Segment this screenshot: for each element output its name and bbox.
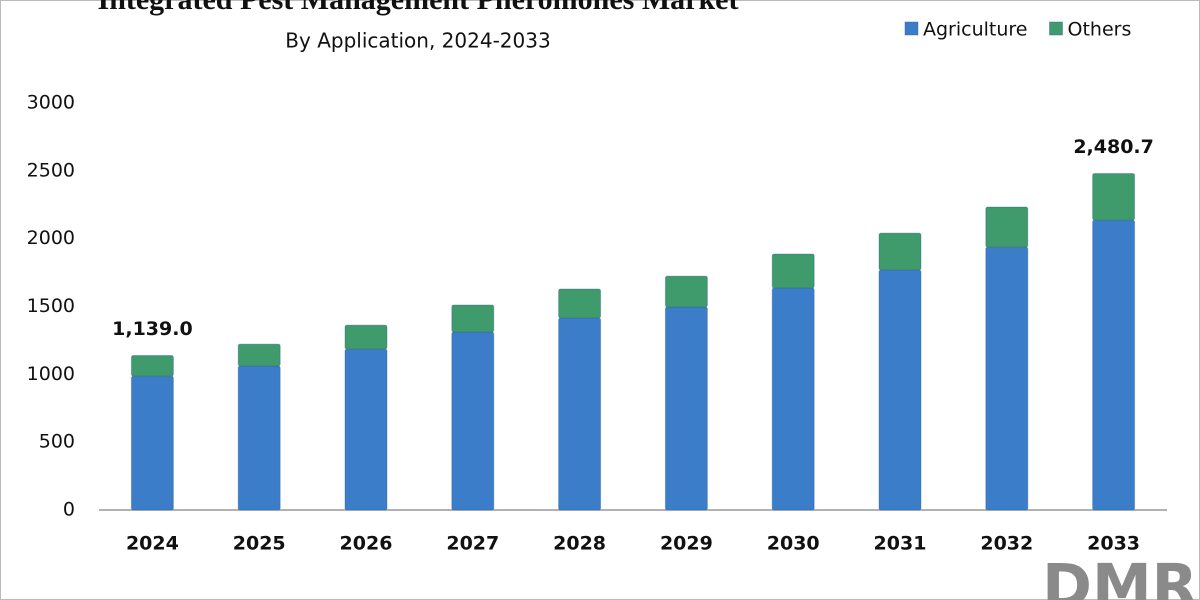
legend-swatch	[1049, 21, 1063, 36]
x-tick-label: 2025	[233, 533, 286, 555]
x-tick-label: 2031	[874, 533, 927, 555]
y-tick-label: 2500	[27, 159, 75, 181]
y-tick-label: 1500	[27, 295, 75, 317]
bar-segment	[878, 269, 922, 511]
bar-segment	[344, 348, 388, 511]
x-tick-label: 2032	[980, 533, 1033, 555]
y-tick-label: 3000	[27, 92, 75, 114]
y-tick-label: 500	[39, 431, 75, 453]
y-tick-label: 1000	[27, 363, 75, 385]
bar-segment	[130, 354, 174, 377]
x-tick-label: 2026	[340, 533, 393, 555]
chart-title: Integrated Pest Management Pheromones Ma…	[98, 0, 739, 16]
bar-segment	[344, 324, 388, 350]
bar-segment	[664, 306, 708, 511]
bar-segment	[771, 287, 815, 511]
total-label: 1,139.0	[112, 318, 193, 340]
x-tick-label: 2028	[553, 533, 606, 555]
y-tick-label: 0	[63, 499, 75, 521]
bar-segment	[771, 253, 815, 289]
legend-label: Others	[1068, 19, 1132, 41]
bar-segment	[451, 331, 495, 511]
x-tick-label: 2030	[767, 533, 820, 555]
bar-segment	[1092, 219, 1136, 511]
y-tick-label: 2000	[27, 227, 75, 249]
bar-segment	[985, 246, 1029, 511]
bar-segment	[558, 288, 602, 319]
bar-segment	[237, 343, 281, 367]
x-tick-label: 2033	[1087, 533, 1140, 555]
legend-swatch	[904, 21, 919, 36]
bar-segment	[237, 365, 281, 511]
bar-segment	[558, 317, 602, 511]
legend-label: Agriculture	[923, 19, 1028, 41]
x-tick-label: 2027	[446, 533, 499, 555]
total-label: 2,480.7	[1073, 136, 1154, 158]
bar-segment	[985, 206, 1029, 248]
bar-segment	[130, 375, 174, 511]
x-tick-label: 2024	[126, 533, 179, 555]
bar-segment	[451, 304, 495, 333]
bar-segment	[664, 275, 708, 308]
bar-segment	[1092, 172, 1136, 221]
logo: DMR	[1042, 552, 1198, 600]
x-tick-label: 2029	[660, 533, 713, 555]
chart-subtitle: By Application, 2024-2033	[285, 29, 550, 53]
bar-segment	[878, 232, 922, 271]
